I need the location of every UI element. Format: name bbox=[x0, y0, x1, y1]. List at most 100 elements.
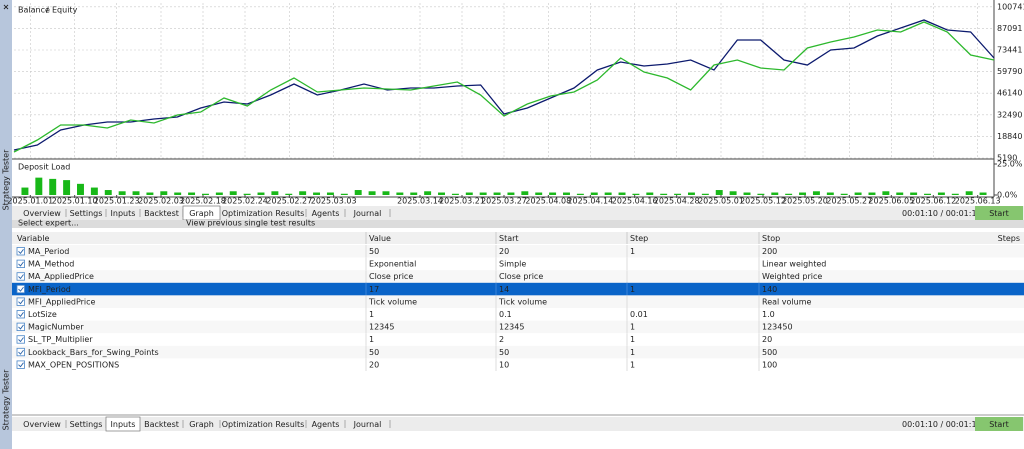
bar bbox=[243, 193, 251, 195]
table-header bbox=[12, 232, 1024, 244]
bar bbox=[21, 187, 29, 195]
cell: 50 bbox=[369, 247, 379, 256]
bar bbox=[576, 193, 584, 195]
checkbox[interactable] bbox=[16, 347, 25, 357]
table-row[interactable] bbox=[12, 308, 1024, 321]
tab[interactable]: Journal bbox=[353, 209, 382, 218]
bar bbox=[160, 191, 168, 195]
cell: MA_AppliedPrice bbox=[28, 272, 94, 281]
tab[interactable]: Inputs bbox=[111, 209, 136, 218]
table-row[interactable] bbox=[12, 320, 1024, 334]
table-row[interactable] bbox=[12, 345, 1024, 359]
cell: 1 bbox=[630, 247, 635, 256]
tab[interactable]: Settings bbox=[70, 209, 103, 218]
checkbox[interactable] bbox=[16, 322, 25, 332]
y-tick-label: 32490 bbox=[997, 110, 1022, 119]
cell: Tick volume bbox=[368, 297, 417, 306]
bar bbox=[354, 190, 362, 195]
checkbox[interactable] bbox=[16, 284, 25, 294]
bar bbox=[535, 192, 543, 195]
table-row[interactable] bbox=[12, 282, 1024, 296]
cell: 1 bbox=[630, 348, 635, 357]
elapsed-time: 00:01:10 / 00:01:10 bbox=[902, 209, 982, 218]
checkbox[interactable] bbox=[16, 310, 25, 319]
bar bbox=[410, 192, 418, 195]
cell: 50 bbox=[499, 348, 509, 357]
x-tick-label: 2025.02.18 bbox=[180, 197, 226, 206]
cell: 1.0 bbox=[762, 310, 775, 319]
tab[interactable]: Graph bbox=[189, 209, 214, 218]
cell: MAX_OPEN_POSITIONS bbox=[28, 360, 119, 369]
cell: 123450 bbox=[762, 323, 793, 332]
tab[interactable]: Backtest bbox=[144, 209, 179, 218]
checkmark bbox=[18, 286, 24, 292]
table-row[interactable] bbox=[12, 270, 1024, 283]
table-row[interactable] bbox=[12, 257, 1024, 271]
checkbox[interactable] bbox=[16, 360, 25, 369]
y-tick-label: 100741 bbox=[997, 2, 1024, 11]
x-tick-label: 2025.03.27 bbox=[481, 197, 527, 206]
bar bbox=[799, 192, 807, 195]
panel-title: Deposit Load bbox=[18, 163, 70, 172]
tab[interactable]: Optimization Results bbox=[222, 209, 305, 218]
tab[interactable]: Agents bbox=[312, 420, 340, 429]
cell: 0.1 bbox=[499, 310, 512, 319]
table-row[interactable] bbox=[12, 295, 1024, 308]
start-button[interactable] bbox=[975, 417, 1023, 431]
cell: 17 bbox=[369, 285, 379, 294]
bar bbox=[937, 192, 945, 195]
cell: MFI_Period bbox=[28, 285, 71, 294]
start-label: Start bbox=[989, 209, 1009, 218]
tab[interactable]: Inputs bbox=[111, 420, 136, 429]
x-tick-label: 2025.06.12 bbox=[910, 197, 956, 206]
bar bbox=[896, 192, 904, 195]
start-button[interactable] bbox=[975, 206, 1023, 220]
y-tick-label: 18840 bbox=[997, 132, 1022, 141]
bar bbox=[479, 192, 487, 195]
tab[interactable]: Optimization Results bbox=[222, 420, 305, 429]
tab[interactable]: Overview bbox=[23, 420, 61, 429]
checkbox[interactable] bbox=[16, 335, 25, 344]
tab[interactable]: Overview bbox=[23, 209, 61, 218]
cell: 10 bbox=[499, 360, 509, 369]
x-tick-label: 2025.05.27 bbox=[826, 197, 872, 206]
bar bbox=[271, 191, 279, 195]
cell: 1 bbox=[630, 285, 635, 294]
bar bbox=[757, 193, 765, 195]
checkbox[interactable] bbox=[16, 259, 25, 269]
tab[interactable]: Agents bbox=[312, 209, 340, 218]
tab[interactable]: Journal bbox=[353, 420, 382, 429]
tab[interactable]: Graph bbox=[189, 420, 214, 429]
bar bbox=[382, 191, 390, 195]
x-tick-label: 2025.03.14 bbox=[397, 197, 443, 206]
close-button[interactable]: × bbox=[3, 3, 10, 12]
bar bbox=[826, 192, 834, 195]
y-tick-label: 0.0% bbox=[997, 191, 1018, 200]
checkmark bbox=[18, 249, 24, 254]
cell: 20 bbox=[762, 335, 772, 344]
cell: 200 bbox=[762, 247, 777, 256]
cell: 20 bbox=[369, 360, 379, 369]
column-header: Start bbox=[499, 234, 519, 243]
bar bbox=[618, 192, 626, 195]
table-row[interactable] bbox=[12, 358, 1024, 371]
legend-entry: Balance bbox=[18, 6, 50, 15]
checkbox[interactable] bbox=[16, 247, 25, 256]
table-row[interactable] bbox=[12, 245, 1024, 258]
y-tick-label: 59790 bbox=[997, 67, 1022, 76]
checkbox[interactable] bbox=[16, 297, 25, 306]
cell: 12345 bbox=[369, 323, 394, 332]
table-row[interactable] bbox=[12, 333, 1024, 346]
checkbox[interactable] bbox=[16, 272, 25, 281]
bar bbox=[229, 191, 237, 195]
cell: Real volume bbox=[762, 297, 812, 306]
expert-select[interactable]: Select expert... bbox=[18, 219, 79, 228]
tab[interactable]: Backtest bbox=[144, 420, 179, 429]
start-label: Start bbox=[989, 420, 1009, 429]
tab[interactable]: Settings bbox=[70, 420, 103, 429]
bar bbox=[604, 192, 612, 195]
sidebar bbox=[0, 0, 12, 449]
series-line bbox=[13, 21, 995, 153]
bar bbox=[438, 192, 445, 195]
view-button[interactable]: View previous single test results bbox=[186, 219, 315, 228]
